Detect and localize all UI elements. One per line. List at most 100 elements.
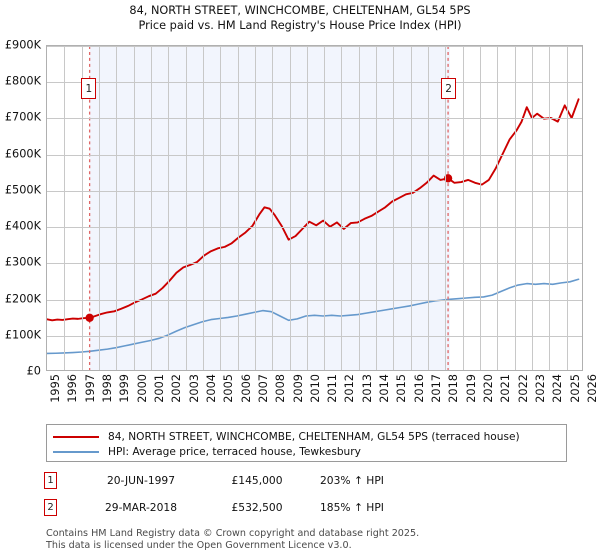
chart-plot-area[interactable] [46,45,583,371]
x-axis-tick-label: 1995 [49,374,62,403]
x-axis-tick-label: 2024 [551,374,565,403]
x-axis-tick-label: 2018 [447,374,461,403]
gridline-horizontal [47,118,582,120]
gridline-horizontal [47,190,582,192]
gridline-vertical [393,46,395,370]
gridline-vertical [64,46,66,370]
gridline-horizontal [47,82,582,84]
chart-legend: 84, NORTH STREET, WINCHCOMBE, CHELTENHAM… [46,424,567,462]
title-line-1: 84, NORTH STREET, WINCHCOMBE, CHELTENHAM… [129,4,471,17]
y-axis-tick-label: £200K [4,292,41,306]
gridline-vertical [341,46,343,370]
gridline-vertical [549,46,551,370]
y-axis-labels: £0 £100K £200K £300K £400K £500K £600K £700K £80… [0,39,44,376]
x-axis-tick-label: 2010 [308,374,322,403]
x-axis-tick-label: 2019 [464,374,478,403]
transaction-price-1: £145,000 [231,474,283,487]
x-axis-tick-label: 2014 [378,374,392,403]
gridline-vertical [150,46,152,370]
y-axis-tick-label: £400K [4,219,41,233]
x-axis-tick-label: 2001 [152,374,166,403]
y-axis-tick-label: £900K [4,38,41,52]
gridline-horizontal [47,227,582,229]
transaction-date-1: 20-JUN-1997 [106,474,176,487]
footer-attribution: Contains HM Land Registry data © Crown c… [46,528,586,551]
y-axis-tick-label: £800K [4,74,41,88]
x-axis-tick-label: 2004 [204,374,218,403]
gridline-vertical [254,46,256,370]
x-axis-tick-label: 2017 [430,374,444,403]
x-axis-tick-label: 2007 [256,374,270,403]
gridline-vertical [376,46,378,370]
legend-color-swatch-hpi [53,450,99,453]
gridline-vertical [133,46,135,370]
gridline-vertical [220,46,222,370]
x-axis-tick-label: 2013 [360,374,374,403]
transaction-badge-1: 1 [44,472,57,489]
transaction-hpi-delta-2: 185% ↑ HPI [320,501,384,514]
footer-line-1: Contains HM Land Registry data © Crown c… [46,528,420,539]
y-axis-tick-label: £100K [4,328,41,342]
legend-color-swatch-property [53,435,99,438]
transaction-price-2: £532,500 [231,501,283,514]
y-axis-tick-label: £300K [4,255,41,269]
x-axis-tick-label: 2025 [568,374,582,403]
x-axis-tick-label: 1998 [100,374,114,403]
gridline-vertical [410,46,412,370]
gridline-vertical [272,46,274,370]
legend-label-property: 84, NORTH STREET, WINCHCOMBE, CHELTENHAM… [108,430,520,443]
gridline-vertical [185,46,187,370]
gridline-vertical [289,46,291,370]
x-axis-tick-label: 2022 [516,374,530,403]
title-line-2: Price paid vs. HM Land Registry's House … [138,19,462,32]
chart-marker-flag-2[interactable]: 2 [441,78,457,99]
gridline-vertical [532,46,534,370]
legend-item-hpi: HPI: Average price, terraced house, Tewk… [47,444,566,459]
gridline-vertical [237,46,239,370]
x-axis-tick-label: 2023 [534,374,548,403]
y-axis-tick-label: £500K [4,183,41,197]
y-axis-tick-label: £600K [4,147,41,161]
table-row[interactable]: 1 20-JUN-1997 £145,000 203% ↑ HPI [44,470,524,497]
gridline-vertical [81,46,83,370]
x-axis-tick-label: 1996 [66,374,80,403]
chart-marker-flag-1[interactable]: 1 [81,78,97,99]
table-row[interactable]: 2 29-MAR-2018 £532,500 185% ↑ HPI [44,497,524,524]
x-axis-tick-label: 2026 [586,374,599,403]
transaction-hpi-delta-1: 203% ↑ HPI [320,474,384,487]
x-axis-tick-label: 2002 [170,374,184,403]
transaction-date-2: 29-MAR-2018 [104,501,178,514]
x-axis-tick-label: 2020 [482,374,496,403]
gridline-horizontal [47,154,582,156]
gridline-horizontal [47,335,582,337]
footer-line-2: This data is licensed under the Open Gov… [46,539,352,551]
x-axis-tick-label: 2016 [412,374,426,403]
x-axis-tick-label: 1999 [118,374,132,403]
gridline-vertical [462,46,464,370]
transaction-badge-2: 2 [44,499,57,516]
x-axis-tick-label: 2006 [239,374,253,403]
gridline-vertical [497,46,499,370]
x-axis-tick-label: 1997 [83,374,97,403]
page-title: 84, NORTH STREET, WINCHCOMBE, CHELTENHAM… [0,3,600,33]
gridline-horizontal [47,46,582,47]
gridline-horizontal [47,263,582,265]
x-axis-tick-label: 2009 [291,374,305,403]
sale-point-marker[interactable] [85,313,94,322]
legend-label-hpi: HPI: Average price, terraced house, Tewk… [108,445,361,458]
gridline-vertical [480,46,482,370]
gridline-vertical [566,46,568,370]
gridline-horizontal [47,299,582,301]
series-lines [47,46,580,370]
y-axis-tick-label: £700K [4,110,41,124]
gridline-vertical [306,46,308,370]
x-axis-tick-label: 2011 [326,374,340,403]
x-axis-tick-label: 2021 [499,374,513,403]
gridline-vertical [428,46,430,370]
x-axis-tick-label: 2008 [274,374,288,403]
x-axis-tick-label: 2005 [222,374,236,403]
legend-item-property: 84, NORTH STREET, WINCHCOMBE, CHELTENHAM… [47,429,566,444]
series-line-property [47,98,580,322]
x-axis-tick-label: 2012 [343,374,357,403]
